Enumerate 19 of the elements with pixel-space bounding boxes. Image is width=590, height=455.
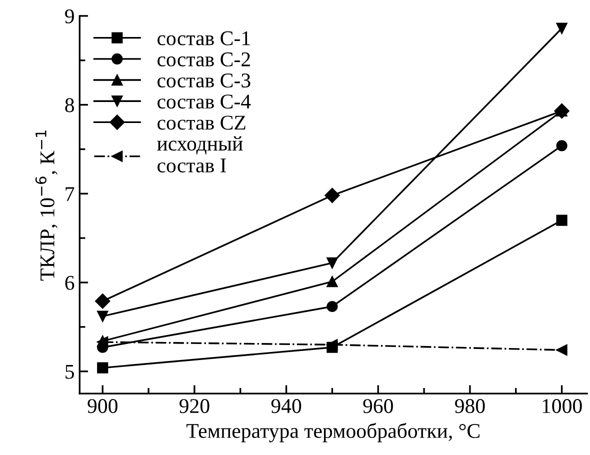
legend-label: состав С-1	[158, 31, 250, 46]
y-tick-label: 8	[65, 98, 74, 112]
y-tick-label: 6	[65, 276, 74, 290]
x-tick-label: 980	[455, 399, 485, 414]
y-axis-title: ТКЛР, 10$^{−6}$, К$^{−1}$	[35, 130, 58, 281]
x-tick-label: 960	[363, 399, 393, 414]
x-tick-label: 900	[88, 399, 118, 414]
x-tick-label: 1000	[542, 399, 582, 414]
x-tick-label: 920	[179, 399, 210, 414]
x-axis-title: Температура термообработки, °C	[186, 422, 480, 442]
legend-label: состав С-2	[158, 52, 250, 66]
y-tick-label: 5	[66, 364, 74, 379]
x-tick-label: 940	[271, 399, 302, 414]
y-tick-label: 9	[65, 9, 74, 24]
y-tick-label: 7	[66, 187, 74, 201]
legend-label: состав С-4	[158, 94, 251, 109]
legend-label: состав С-3	[158, 74, 250, 88]
legend-label: исходный состав I	[157, 136, 243, 172]
legend-label: состав CZ	[158, 116, 246, 130]
